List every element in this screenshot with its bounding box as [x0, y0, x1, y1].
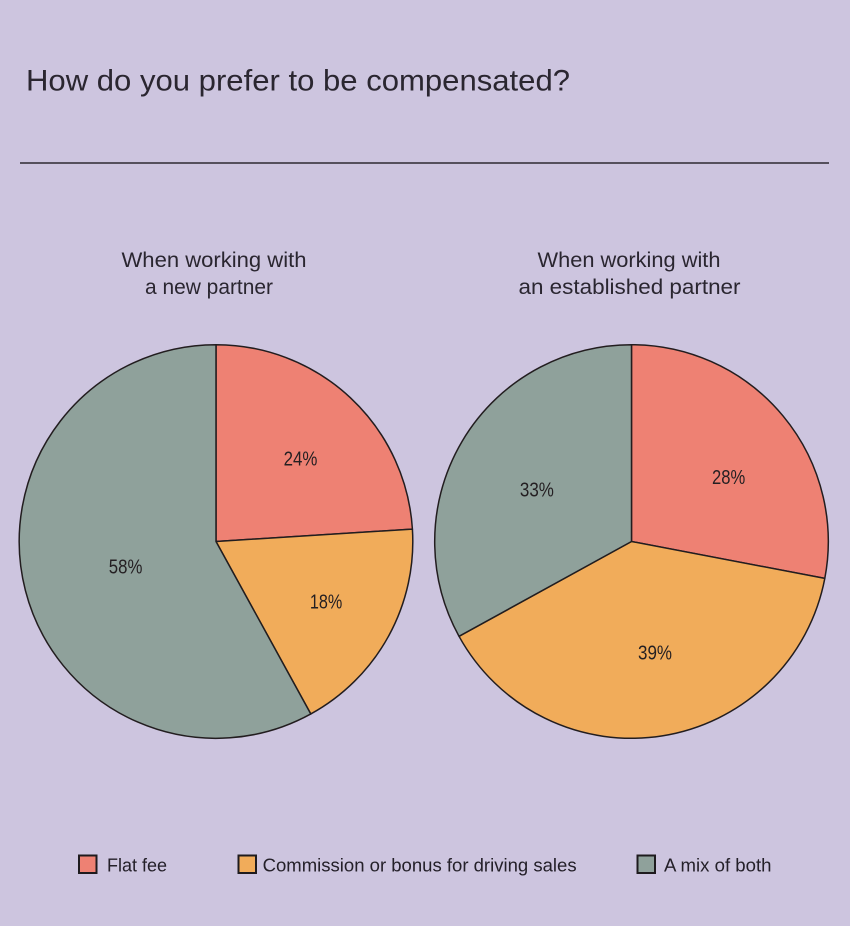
svg-text:28%: 28%: [712, 467, 745, 489]
svg-text:When working with: When working with: [122, 248, 307, 272]
svg-text:58%: 58%: [109, 556, 143, 578]
svg-text:33%: 33%: [520, 479, 554, 501]
svg-text:18%: 18%: [310, 591, 343, 613]
svg-text:Commission or bonus for drivin: Commission or bonus for driving sales: [263, 856, 577, 876]
svg-text:A mix of both: A mix of both: [664, 856, 772, 876]
svg-text:How do you prefer to be compen: How do you prefer to be compensated?: [26, 65, 570, 98]
svg-text:a new partner: a new partner: [145, 275, 273, 299]
svg-text:When working with: When working with: [538, 248, 721, 272]
svg-text:Flat fee: Flat fee: [107, 856, 167, 876]
svg-text:24%: 24%: [284, 449, 318, 471]
svg-text:39%: 39%: [638, 643, 672, 665]
svg-text:an established partner: an established partner: [519, 275, 741, 299]
